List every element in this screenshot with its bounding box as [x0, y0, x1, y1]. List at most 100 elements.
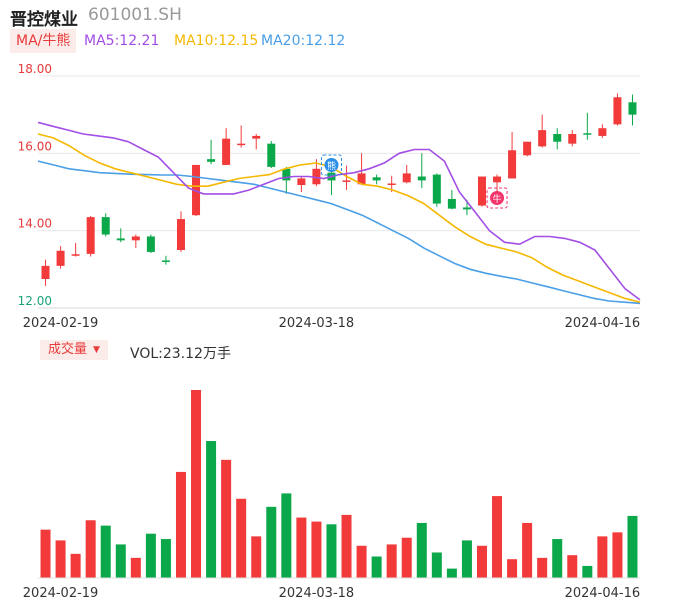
- ma5-line: [37, 121, 641, 301]
- price-y-tick-label: 14.00: [18, 217, 52, 231]
- candle-body: [583, 133, 592, 135]
- candle-body: [477, 176, 486, 206]
- candle-body: [267, 143, 276, 167]
- price-x-tick-label: 2024-03-18: [279, 316, 355, 331]
- volume-bar: [40, 529, 51, 578]
- ma20-line: [37, 160, 641, 305]
- volume-bar: [582, 565, 593, 578]
- volume-bar: [552, 539, 563, 578]
- price-y-tick-label: 18.00: [18, 62, 52, 76]
- candle-body: [538, 130, 547, 147]
- volume-bar: [130, 557, 141, 578]
- candle-body: [312, 168, 321, 185]
- candle-body: [523, 141, 532, 156]
- volume-bar: [476, 545, 487, 578]
- candle-body: [417, 176, 426, 181]
- volume-bar: [221, 459, 232, 578]
- volume-bar: [115, 544, 126, 578]
- volume-bar: [281, 493, 292, 578]
- candle-body: [237, 143, 246, 146]
- bear-badge-icon-glyph: 熊: [327, 160, 336, 172]
- volume-button-label: 成交量: [48, 342, 88, 357]
- candle-body: [628, 102, 637, 115]
- volume-bar: [461, 540, 472, 578]
- volume-x-tick-label: 2024-04-16: [565, 586, 641, 601]
- candle-body: [297, 178, 306, 186]
- candle-body: [568, 134, 577, 144]
- volume-x-tick-label: 2024-02-19: [23, 586, 99, 601]
- ma5-legend: MA5:12.21: [84, 33, 160, 49]
- volume-bar: [507, 559, 518, 578]
- ma10-line: [37, 133, 641, 303]
- candle-body: [447, 198, 456, 209]
- volume-bar: [356, 545, 367, 578]
- ma20-legend: MA20:12.12: [261, 33, 346, 49]
- price-y-tick-label: 16.00: [18, 139, 52, 153]
- volume-bar: [236, 498, 247, 578]
- candle-body: [176, 219, 185, 250]
- volume-bar: [326, 524, 337, 578]
- volume-bar: [191, 390, 202, 578]
- candle-body: [86, 217, 95, 254]
- volume-indicator-button[interactable]: 成交量 ▼: [40, 340, 108, 360]
- bear-badge-icon-frame: [320, 154, 342, 176]
- stock-code: 601001.SH: [88, 5, 182, 25]
- candle-body: [282, 168, 291, 181]
- volume-x-tick-label: 2024-03-18: [279, 586, 355, 601]
- price-y-tick-label: 12.00: [18, 294, 52, 308]
- candle-body: [342, 180, 351, 182]
- volume-bar: [266, 506, 277, 578]
- volume-bar: [100, 525, 111, 578]
- candle-body: [101, 217, 110, 235]
- bull-badge-icon: [490, 191, 505, 205]
- candle-body: [598, 128, 607, 136]
- volume-bar: [401, 537, 412, 578]
- candle-body: [207, 159, 216, 162]
- volume-bar: [251, 536, 262, 578]
- volume-bar: [446, 568, 457, 578]
- candle-body: [41, 265, 50, 279]
- candle-body: [192, 164, 201, 216]
- volume-bar: [431, 552, 442, 578]
- volume-bar: [175, 471, 186, 578]
- volume-bar: [567, 555, 578, 578]
- volume-value: VOL:23.12万手: [130, 346, 231, 362]
- candle-body: [146, 236, 155, 252]
- bull-badge-icon-glyph: 牛: [493, 193, 502, 205]
- stock-name: 晋控煤业: [10, 10, 78, 30]
- caret-down-icon: ▼: [93, 345, 100, 355]
- candle-body: [56, 250, 65, 266]
- volume-bar: [55, 540, 66, 578]
- volume-bar: [70, 553, 81, 578]
- ma10-legend: MA10:12.15: [174, 33, 259, 49]
- volume-bar: [612, 532, 623, 578]
- volume-bar: [627, 515, 638, 578]
- candle-body: [372, 177, 381, 181]
- candle-body: [161, 260, 170, 262]
- candle-body: [71, 254, 80, 256]
- volume-bar: [386, 544, 397, 578]
- volume-bar: [537, 557, 548, 578]
- candle-body: [357, 173, 366, 185]
- volume-bar: [597, 536, 608, 578]
- volume-bar: [416, 522, 427, 578]
- price-x-tick-label: 2024-04-16: [565, 316, 641, 331]
- volume-bar: [85, 520, 96, 578]
- candle-body: [432, 174, 441, 204]
- volume-bar: [522, 522, 533, 578]
- candle-body: [402, 173, 411, 183]
- volume-bar: [492, 496, 503, 578]
- bear-badge-icon: [324, 158, 339, 172]
- candle-body: [131, 236, 140, 241]
- volume-bar: [311, 521, 322, 578]
- volume-bar: [160, 539, 171, 578]
- volume-bar: [145, 533, 156, 578]
- candle-body: [252, 135, 261, 139]
- volume-bar: [371, 556, 382, 578]
- candle-body: [493, 176, 502, 183]
- candle-body: [613, 97, 622, 125]
- candle-body: [553, 134, 562, 142]
- ma-toggle-button[interactable]: MA/牛熊: [10, 29, 77, 53]
- candle-body: [116, 238, 125, 241]
